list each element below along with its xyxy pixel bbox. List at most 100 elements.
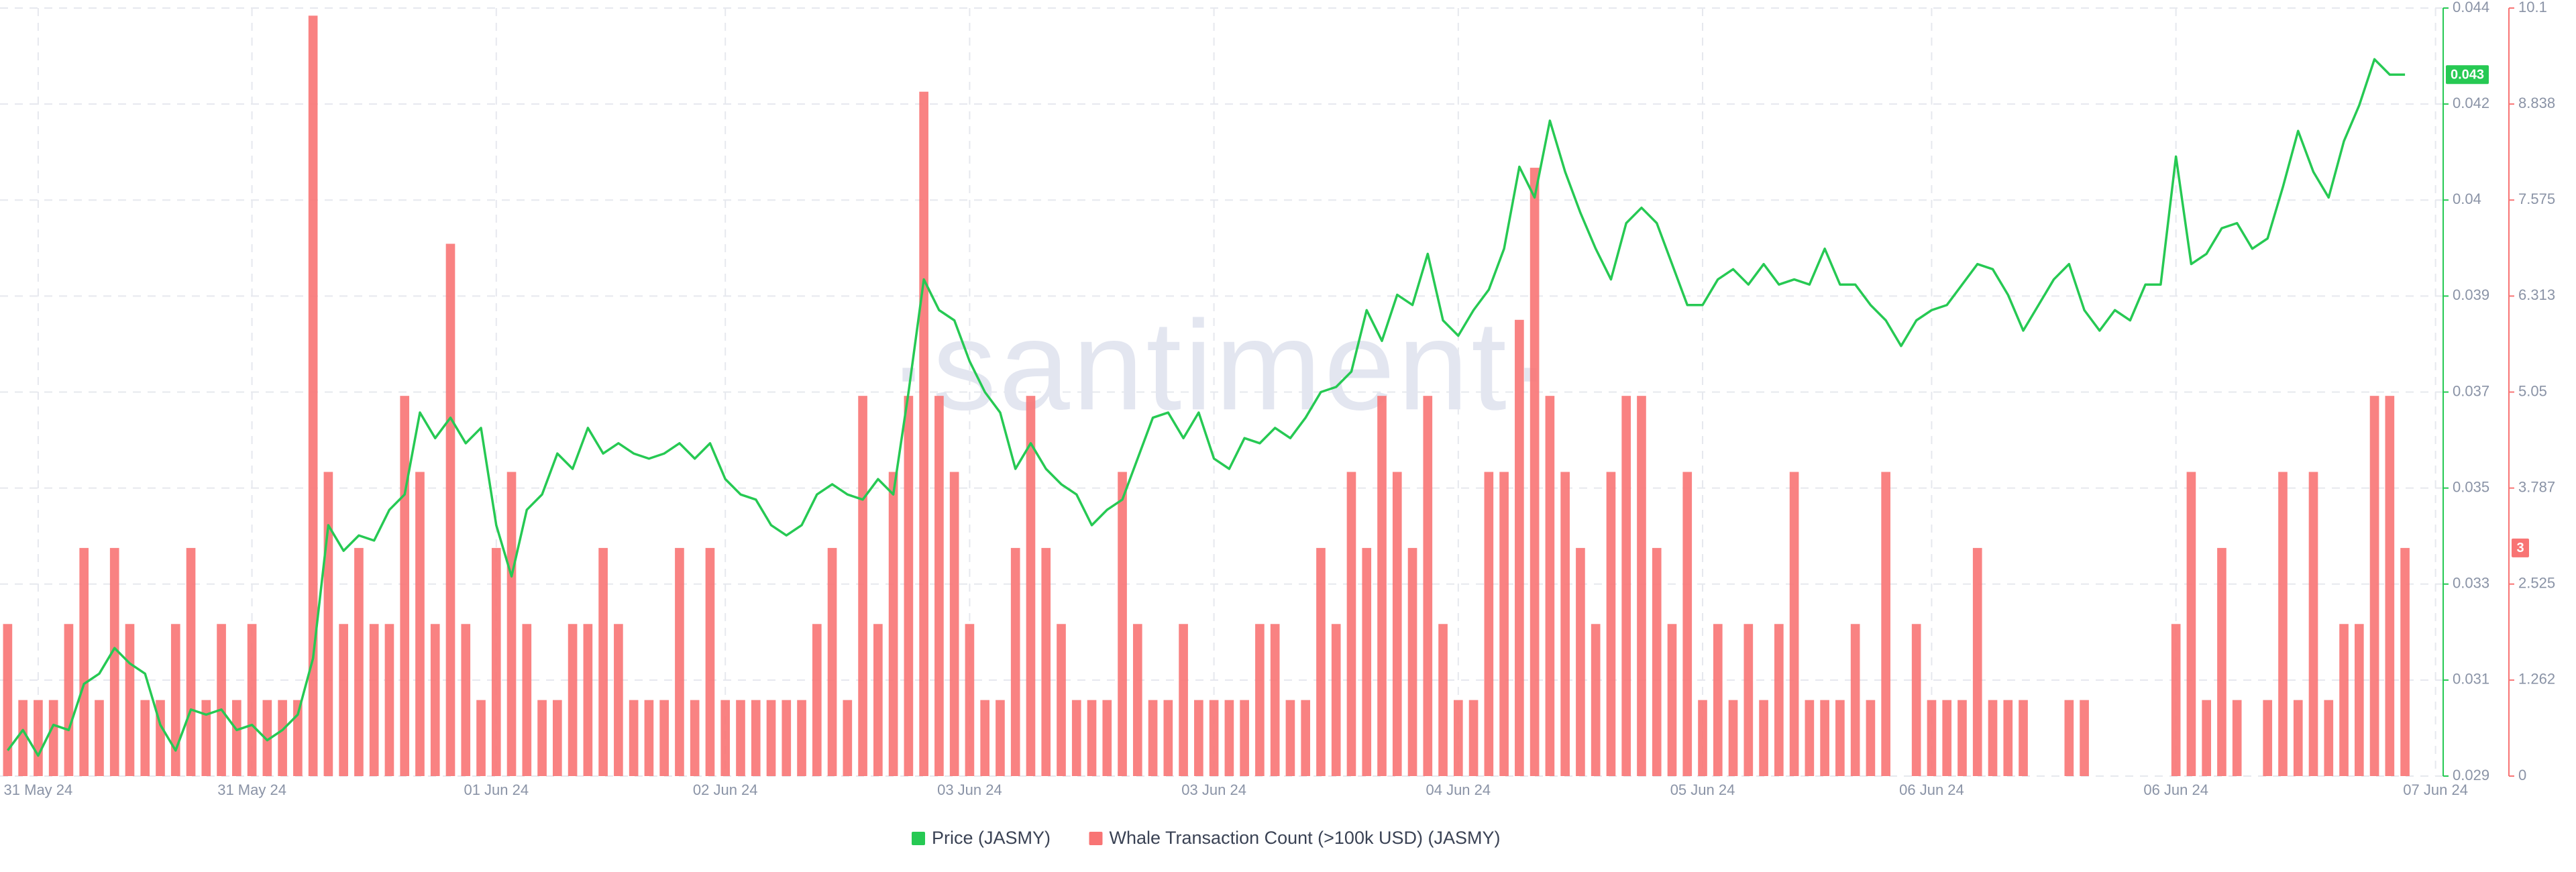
bar xyxy=(1224,700,1234,776)
axes: 0.029 0.031 0.033 0.035 0.037 0.039 0.04 0.042 0… xyxy=(4,0,2556,798)
bar xyxy=(2019,700,2028,776)
y2-tick-label: 2.525 xyxy=(2518,575,2555,592)
bar xyxy=(109,547,119,776)
bar xyxy=(1255,624,1265,776)
bar xyxy=(858,396,867,776)
bar xyxy=(1362,547,1372,776)
bar xyxy=(904,396,914,776)
bar xyxy=(354,547,364,776)
bar xyxy=(843,700,853,776)
bar xyxy=(568,624,578,776)
y-tick-label: 0.029 xyxy=(2453,767,2489,783)
bar xyxy=(797,700,806,776)
bar xyxy=(278,700,287,776)
bar xyxy=(1331,624,1341,776)
y2-tick-label: 1.262 xyxy=(2518,671,2555,688)
bar xyxy=(2308,472,2318,776)
bar xyxy=(2339,624,2349,776)
bar xyxy=(1026,396,1036,776)
value-badge-label: 0.043 xyxy=(2451,68,2484,83)
bar xyxy=(812,624,822,776)
bar xyxy=(2186,472,2196,776)
bar xyxy=(751,700,761,776)
bar xyxy=(827,547,837,776)
bar xyxy=(1529,168,1540,776)
bar xyxy=(1591,624,1601,776)
bar xyxy=(2202,700,2212,776)
bar xyxy=(2324,700,2334,776)
bar xyxy=(2278,472,2288,776)
legend-swatch xyxy=(912,832,925,845)
x-tick-label: 31 May 24 xyxy=(217,781,286,798)
bar xyxy=(644,700,654,776)
bar xyxy=(1423,396,1433,776)
bar xyxy=(415,472,425,776)
bar xyxy=(720,700,731,776)
bar xyxy=(888,472,898,776)
bar xyxy=(1346,472,1356,776)
y2-tick-label: 10.1 xyxy=(2518,0,2547,15)
y2-tick-label: 0 xyxy=(2518,767,2526,783)
bar xyxy=(34,700,43,776)
bar xyxy=(980,700,990,776)
bar xyxy=(949,472,959,776)
bar xyxy=(1468,700,1479,776)
bar xyxy=(339,624,348,776)
bar xyxy=(1560,472,1570,776)
bar xyxy=(1881,472,1890,776)
bar xyxy=(934,396,944,776)
bar xyxy=(231,700,241,776)
bar xyxy=(1850,624,1860,776)
bar xyxy=(79,547,89,776)
bar xyxy=(553,700,562,776)
bar xyxy=(1911,624,1921,776)
bar xyxy=(1163,700,1173,776)
bar xyxy=(2385,396,2395,776)
y-tick-label: 0.033 xyxy=(2453,575,2489,592)
bar xyxy=(1118,472,1127,776)
bar xyxy=(1407,547,1417,776)
bar xyxy=(1957,700,1967,776)
x-tick-label: 31 May 24 xyxy=(4,781,73,798)
bar xyxy=(1652,547,1662,776)
bar xyxy=(675,547,684,776)
watermark: ·santiment· xyxy=(888,294,1554,437)
bar xyxy=(2003,700,2013,776)
bar xyxy=(1805,700,1815,776)
bar xyxy=(1316,547,1326,776)
x-tick-label: 06 Jun 24 xyxy=(2143,781,2208,798)
bar xyxy=(736,700,745,776)
bar xyxy=(1621,396,1631,776)
bar xyxy=(2354,624,2364,776)
bar xyxy=(2369,396,2379,776)
bar xyxy=(461,624,471,776)
bar xyxy=(430,624,440,776)
bar xyxy=(1041,547,1051,776)
bar xyxy=(400,396,410,776)
y-tick-label: 0.035 xyxy=(2453,478,2489,495)
bar xyxy=(1438,624,1448,776)
y2-tick-label: 5.05 xyxy=(2518,382,2547,399)
bar xyxy=(18,700,28,776)
legend-label: Price (JASMY) xyxy=(932,828,1051,848)
bar xyxy=(1866,700,1876,776)
bar xyxy=(1667,624,1677,776)
bar xyxy=(491,547,501,776)
y-tick-label: 0.04 xyxy=(2453,190,2481,207)
bar xyxy=(1789,472,1799,776)
bar xyxy=(1545,396,1555,776)
bar xyxy=(705,547,715,776)
bar xyxy=(95,700,104,776)
bar xyxy=(598,547,608,776)
bar xyxy=(1087,700,1097,776)
bar xyxy=(1194,700,1203,776)
bar xyxy=(614,624,623,776)
legend-label: Whale Transaction Count (>100k USD) (JAS… xyxy=(1110,828,1501,848)
bar xyxy=(2080,700,2089,776)
bar xyxy=(1743,624,1754,776)
y-tick-label: 0.042 xyxy=(2453,95,2489,111)
bar xyxy=(583,624,593,776)
y2-tick-label: 6.313 xyxy=(2518,286,2555,303)
value-badge xyxy=(2446,65,2489,85)
